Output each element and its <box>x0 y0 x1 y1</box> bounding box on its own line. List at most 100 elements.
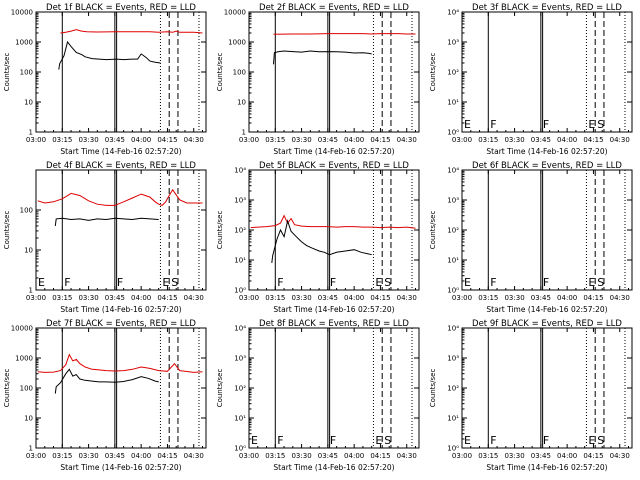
marker-label: S <box>384 434 391 447</box>
plot-frame <box>248 11 420 133</box>
y-tick-label: 10⁴ <box>447 325 459 333</box>
y-tick-label: 100 <box>20 69 33 77</box>
y-tick-label: 10⁴ <box>234 325 246 333</box>
detector-panel-3: Det 3f BLACK = Events, RED = LLD Counts/s… <box>429 3 633 156</box>
series-events-line <box>54 368 159 394</box>
y-tick-label: 10⁰ <box>447 287 459 295</box>
x-axis-label: Start Time (14-Feb-16 02:57:20) <box>273 147 394 156</box>
x-tick-label: 04:00 <box>131 452 151 460</box>
series-events-line <box>58 40 161 70</box>
marker-label: F <box>117 276 123 289</box>
x-tick-label: 03:45 <box>318 294 338 302</box>
x-tick-label: 04:30 <box>397 294 417 302</box>
marker-label: F <box>543 118 549 131</box>
marker-label: S <box>171 276 178 289</box>
x-tick-label: 04:15 <box>370 136 390 144</box>
x-tick-label: 03:15 <box>478 136 498 144</box>
marker-label: F <box>490 434 496 447</box>
y-tick-label: 10³ <box>447 355 459 363</box>
panel-title: Det 4f BLACK = Events, RED = LLD <box>46 161 196 171</box>
detector-panel-9: Det 9f BLACK = Events, RED = LLD Counts/s… <box>429 319 633 472</box>
marker-label: E <box>588 434 595 447</box>
y-tick-label: 10¹ <box>447 257 459 265</box>
y-tick-label: 10⁰ <box>447 129 459 137</box>
x-tick-label: 03:45 <box>105 294 125 302</box>
marker-label: E <box>375 276 382 289</box>
x-tick-label: 03:30 <box>78 452 98 460</box>
x-tick-label: 04:00 <box>344 452 364 460</box>
marker-label: S <box>597 276 604 289</box>
marker-label: E <box>588 276 595 289</box>
panel-title: Det 1f BLACK = Events, RED = LLD <box>46 3 196 13</box>
detector-panel-6: Det 6f BLACK = Events, RED = LLD Counts/s… <box>429 161 633 314</box>
y-axis-label: Counts/sec <box>216 53 224 92</box>
x-tick-label: 03:15 <box>478 294 498 302</box>
x-axis-label: Start Time (14-Feb-16 02:57:20) <box>60 463 181 472</box>
marker-label: S <box>597 434 604 447</box>
panel-title: Det 3f BLACK = Events, RED = LLD <box>472 3 622 13</box>
series-lld-line <box>250 214 416 229</box>
y-tick-label: 10³ <box>234 355 246 363</box>
x-tick-label: 04:15 <box>370 294 390 302</box>
detector-panel-8: Det 8f BLACK = Events, RED = LLD Counts/s… <box>216 319 420 472</box>
x-tick-label: 03:15 <box>265 294 285 302</box>
x-tick-label: 03:15 <box>52 136 72 144</box>
y-tick-label: 100 <box>20 385 33 393</box>
y-tick-label: 10⁴ <box>447 9 459 17</box>
plot-frame <box>35 169 207 291</box>
detector-panel-2: Det 2f BLACK = Events, RED = LLD Counts/s… <box>216 3 420 156</box>
y-tick-label: 1000 <box>15 39 33 47</box>
plot-frame <box>461 327 633 449</box>
x-tick-label: 03:45 <box>105 452 125 460</box>
x-tick-label: 04:00 <box>557 452 577 460</box>
y-tick-label: 10² <box>447 385 459 393</box>
plot-frame <box>35 327 207 449</box>
series-events-line <box>273 50 372 65</box>
x-tick-label: 04:00 <box>344 136 364 144</box>
x-tick-label: 04:30 <box>610 294 630 302</box>
y-tick-label: 100 <box>233 69 246 77</box>
x-tick-label: 03:30 <box>504 294 524 302</box>
x-tick-label: 04:15 <box>157 452 177 460</box>
y-tick-label: 10⁰ <box>234 287 246 295</box>
x-tick-label: 04:00 <box>557 136 577 144</box>
panel-title: Det 9f BLACK = Events, RED = LLD <box>472 319 622 329</box>
y-tick-label: 10 <box>24 415 33 423</box>
y-tick-label: 10² <box>234 385 246 393</box>
x-tick-label: 03:00 <box>239 136 259 144</box>
x-tick-label: 03:45 <box>531 452 551 460</box>
series-lld-line <box>60 29 203 34</box>
y-axis-label: Counts/sec <box>429 369 437 408</box>
plot-frame <box>461 169 633 291</box>
y-tick-label: 1000 <box>15 355 33 363</box>
y-axis-label: Counts/sec <box>3 53 11 92</box>
x-tick-label: 04:00 <box>557 294 577 302</box>
marker-label: E <box>464 118 471 131</box>
x-tick-label: 03:00 <box>452 136 472 144</box>
x-tick-label: 03:00 <box>239 452 259 460</box>
y-tick-label: 10¹ <box>447 99 459 107</box>
x-tick-label: 03:30 <box>291 294 311 302</box>
x-tick-label: 04:15 <box>583 452 603 460</box>
detector-panel-1: Det 1f BLACK = Events, RED = LLD Counts/s… <box>3 3 207 156</box>
plot-frame <box>248 169 420 291</box>
y-tick-label: 1 <box>242 129 246 137</box>
x-tick-label: 04:30 <box>610 452 630 460</box>
x-axis-label: Start Time (14-Feb-16 02:57:20) <box>60 147 181 156</box>
panel-title: Det 2f BLACK = Events, RED = LLD <box>259 3 409 13</box>
x-tick-label: 03:00 <box>239 294 259 302</box>
x-tick-label: 03:00 <box>452 452 472 460</box>
x-tick-label: 03:00 <box>26 136 46 144</box>
x-tick-label: 03:30 <box>504 136 524 144</box>
marker-label: E <box>251 434 258 447</box>
detector-panel-5: Det 5f BLACK = Events, RED = LLD Counts/s… <box>216 161 420 314</box>
panel-title: Det 7f BLACK = Events, RED = LLD <box>46 319 196 329</box>
marker-label: F <box>277 434 283 447</box>
x-tick-label: 03:30 <box>504 452 524 460</box>
x-tick-label: 03:15 <box>52 294 72 302</box>
x-tick-label: 03:00 <box>452 294 472 302</box>
x-axis-label: Start Time (14-Feb-16 02:57:20) <box>486 463 607 472</box>
plot-frame <box>248 327 420 449</box>
x-tick-label: 03:00 <box>26 452 46 460</box>
y-tick-label: 10² <box>447 69 459 77</box>
